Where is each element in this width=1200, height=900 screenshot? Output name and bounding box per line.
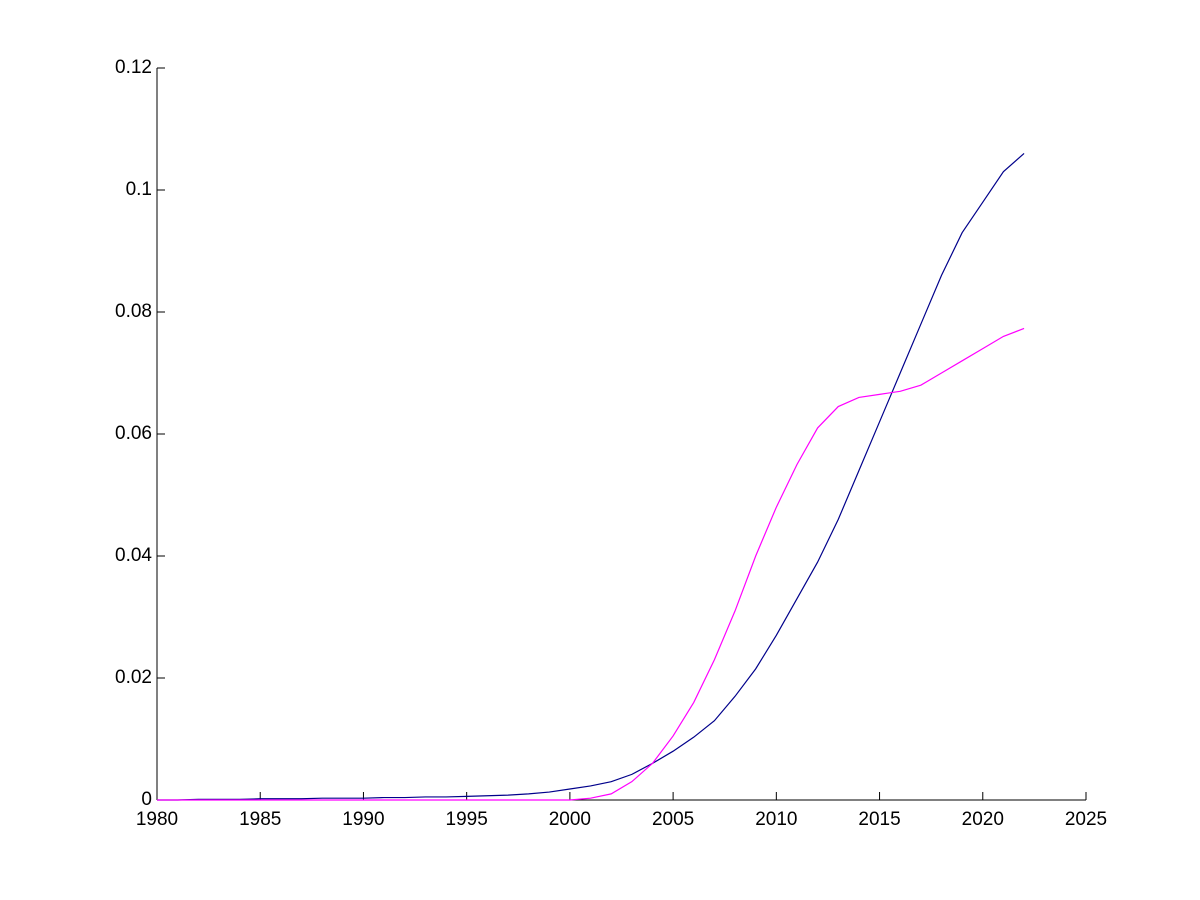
y-tick-label: 0.04 [115,545,152,566]
x-tick-label: 2020 [962,809,1004,830]
x-tick-label: 1995 [446,809,488,830]
y-tick-label: 0 [141,789,152,810]
line-series [157,152,1025,801]
y-tick-label: 0.06 [115,423,152,444]
line-series [157,327,1025,801]
y-tick-label: 0.08 [115,301,152,322]
y-tick-label: 0.1 [126,179,152,200]
y-tick-label: 0.12 [115,57,152,78]
y-tick-label: 0.02 [115,667,152,688]
x-tick-label: 1985 [239,809,281,830]
x-tick-label: 2005 [652,809,694,830]
x-tick-label: 2015 [858,809,900,830]
x-tick-label: 2010 [755,809,797,830]
x-tick-label: 2000 [549,809,591,830]
x-tick-label: 1980 [136,809,178,830]
x-tick-label: 1990 [342,809,384,830]
x-tick-label: 2025 [1065,809,1107,830]
